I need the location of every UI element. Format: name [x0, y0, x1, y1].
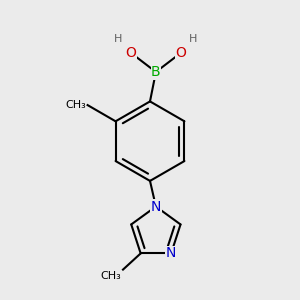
Text: N: N — [166, 246, 176, 260]
Text: CH₃: CH₃ — [65, 100, 86, 110]
Text: O: O — [176, 46, 186, 60]
Text: B: B — [151, 65, 161, 79]
Text: CH₃: CH₃ — [101, 271, 122, 281]
Text: O: O — [125, 46, 136, 60]
Text: N: N — [151, 200, 161, 214]
Text: H: H — [114, 34, 123, 44]
Text: H: H — [189, 34, 197, 44]
